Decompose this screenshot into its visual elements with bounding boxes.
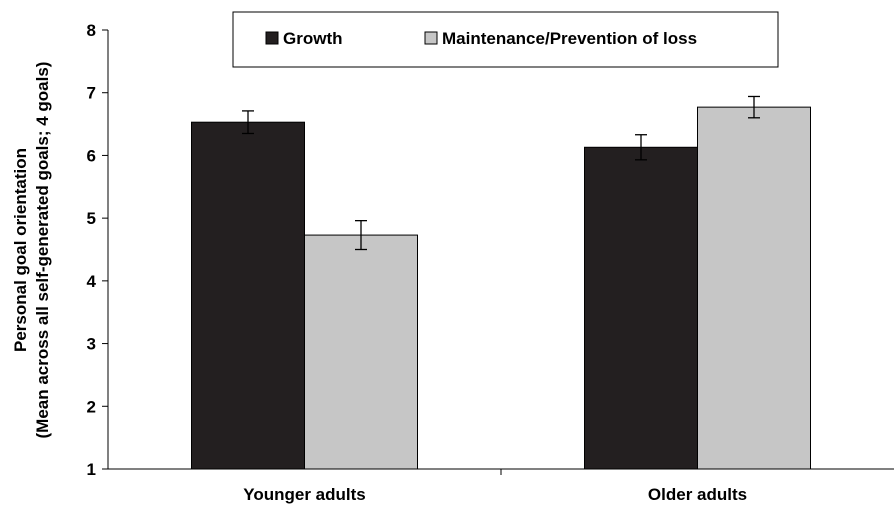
legend-label-maintenance: Maintenance/Prevention of loss [442, 29, 697, 48]
bar-maintenance [304, 234, 418, 470]
y-ticks: 1 2 3 4 5 6 7 8 [87, 21, 108, 479]
y-tick-label: 8 [87, 21, 96, 40]
error-bars [242, 95, 760, 251]
y-axis-label-line-2: (Mean across all self-generated goals; 4… [33, 62, 52, 439]
legend-swatch-growth [265, 31, 279, 45]
y-axis-label-line-1: Personal goal orientation [11, 148, 30, 352]
y-tick-label: 4 [87, 272, 97, 291]
y-tick-label: 2 [87, 397, 96, 416]
y-axis-label: Personal goal orientation (Mean across a… [11, 62, 52, 439]
x-category-label: Older adults [648, 485, 747, 504]
y-tick-label: 5 [87, 209, 96, 228]
x-category-label: Younger adults [243, 485, 365, 504]
x-category-labels: Younger adults Older adults [243, 485, 747, 504]
legend-swatch-maintenance [424, 31, 438, 45]
bar-growth [191, 121, 305, 470]
bars [191, 106, 811, 470]
y-tick-label: 3 [87, 335, 96, 354]
legend: Growth Maintenance/Prevention of loss [232, 11, 779, 68]
y-tick-label: 7 [87, 84, 96, 103]
y-tick-label: 6 [87, 146, 96, 165]
bar-maintenance [697, 106, 811, 470]
y-tick-label: 1 [87, 460, 96, 479]
bar-growth [584, 146, 698, 470]
legend-label-growth: Growth [283, 29, 343, 48]
legend-box [232, 11, 779, 68]
